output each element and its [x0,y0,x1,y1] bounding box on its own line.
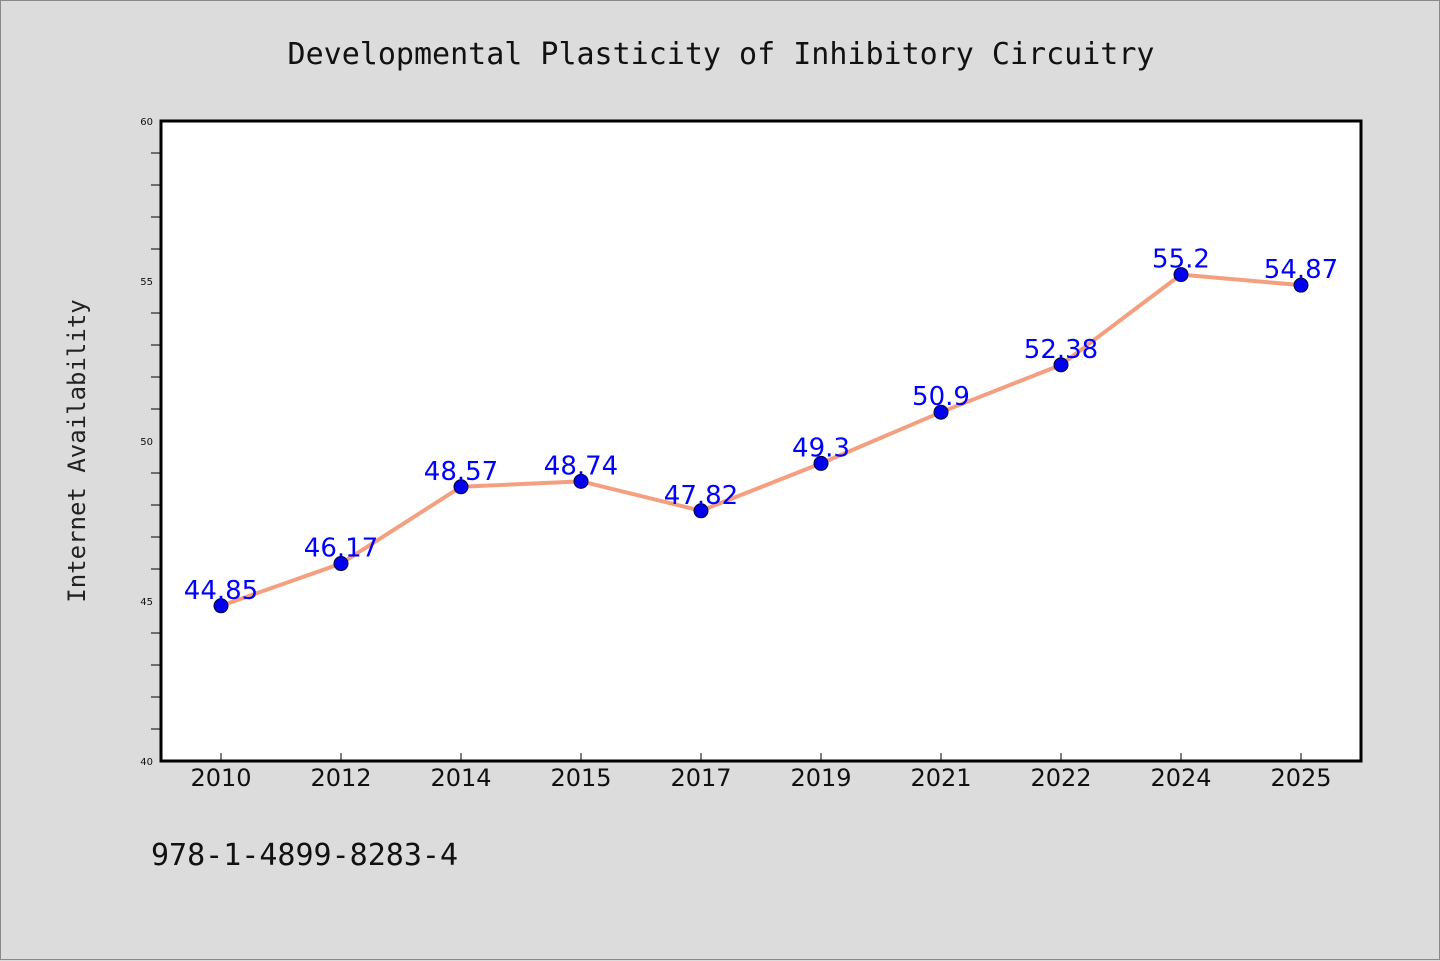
x-tick-label: 2019 [790,764,851,792]
data-point-label: 48.74 [544,451,618,481]
series-line [219,272,1303,608]
y-tick-label: 55 [140,277,153,288]
x-tick-label: 2014 [430,764,491,792]
data-point-marker [213,598,229,614]
data-point-marker [333,556,349,572]
data-point-marker [573,473,589,489]
data-point-marker [933,404,949,420]
y-axis: 40 45 50 55 60 [140,117,161,768]
chart-title: Developmental Plasticity of Inhibitory C… [288,37,1155,72]
y-axis-label: Internet Availability [63,299,91,602]
data-point-label: 50.9 [912,382,970,412]
data-point-label: 44.85 [184,576,258,606]
data-point-marker [1173,267,1189,283]
x-tick-label: 2021 [910,764,971,792]
data-point-label: 54.87 [1264,255,1338,285]
x-tick-label: 2024 [1150,764,1211,792]
data-point-label: 55.2 [1152,245,1210,275]
data-point-label: 49.3 [792,433,850,463]
y-tick-label: 45 [140,597,153,608]
plot-area [159,119,1363,763]
data-point-marker [1293,277,1309,293]
x-tick-label: 2012 [310,764,371,792]
data-point-marker [813,455,829,471]
x-tick-label: 2015 [550,764,611,792]
data-point-label: 52.38 [1024,335,1098,365]
data-point-marker [693,503,709,519]
x-axis: 2010 2012 2014 2015 2017 2019 2021 2022 2024 2025 [190,753,1332,792]
y-tick-label: 50 [140,437,153,448]
x-tick-label: 2010 [190,764,251,792]
isbn-footer-text: 978-1-4899-8283-4 [151,838,458,873]
data-point-marker [1053,357,1069,373]
data-point-label: 47.82 [664,481,738,511]
y-tick-label: 60 [140,117,153,128]
series-layer: 44.85 46.17 48.57 48.74 47.82 49.3 50.9 52.38 55… [184,245,1338,614]
data-point-marker [453,479,469,495]
x-tick-label: 2022 [1030,764,1091,792]
x-tick-label: 2025 [1270,764,1331,792]
data-point-label: 48.57 [424,457,498,487]
x-tick-label: 2017 [670,764,731,792]
data-point-label: 46.17 [304,534,378,564]
y-tick-label: 40 [140,757,153,768]
